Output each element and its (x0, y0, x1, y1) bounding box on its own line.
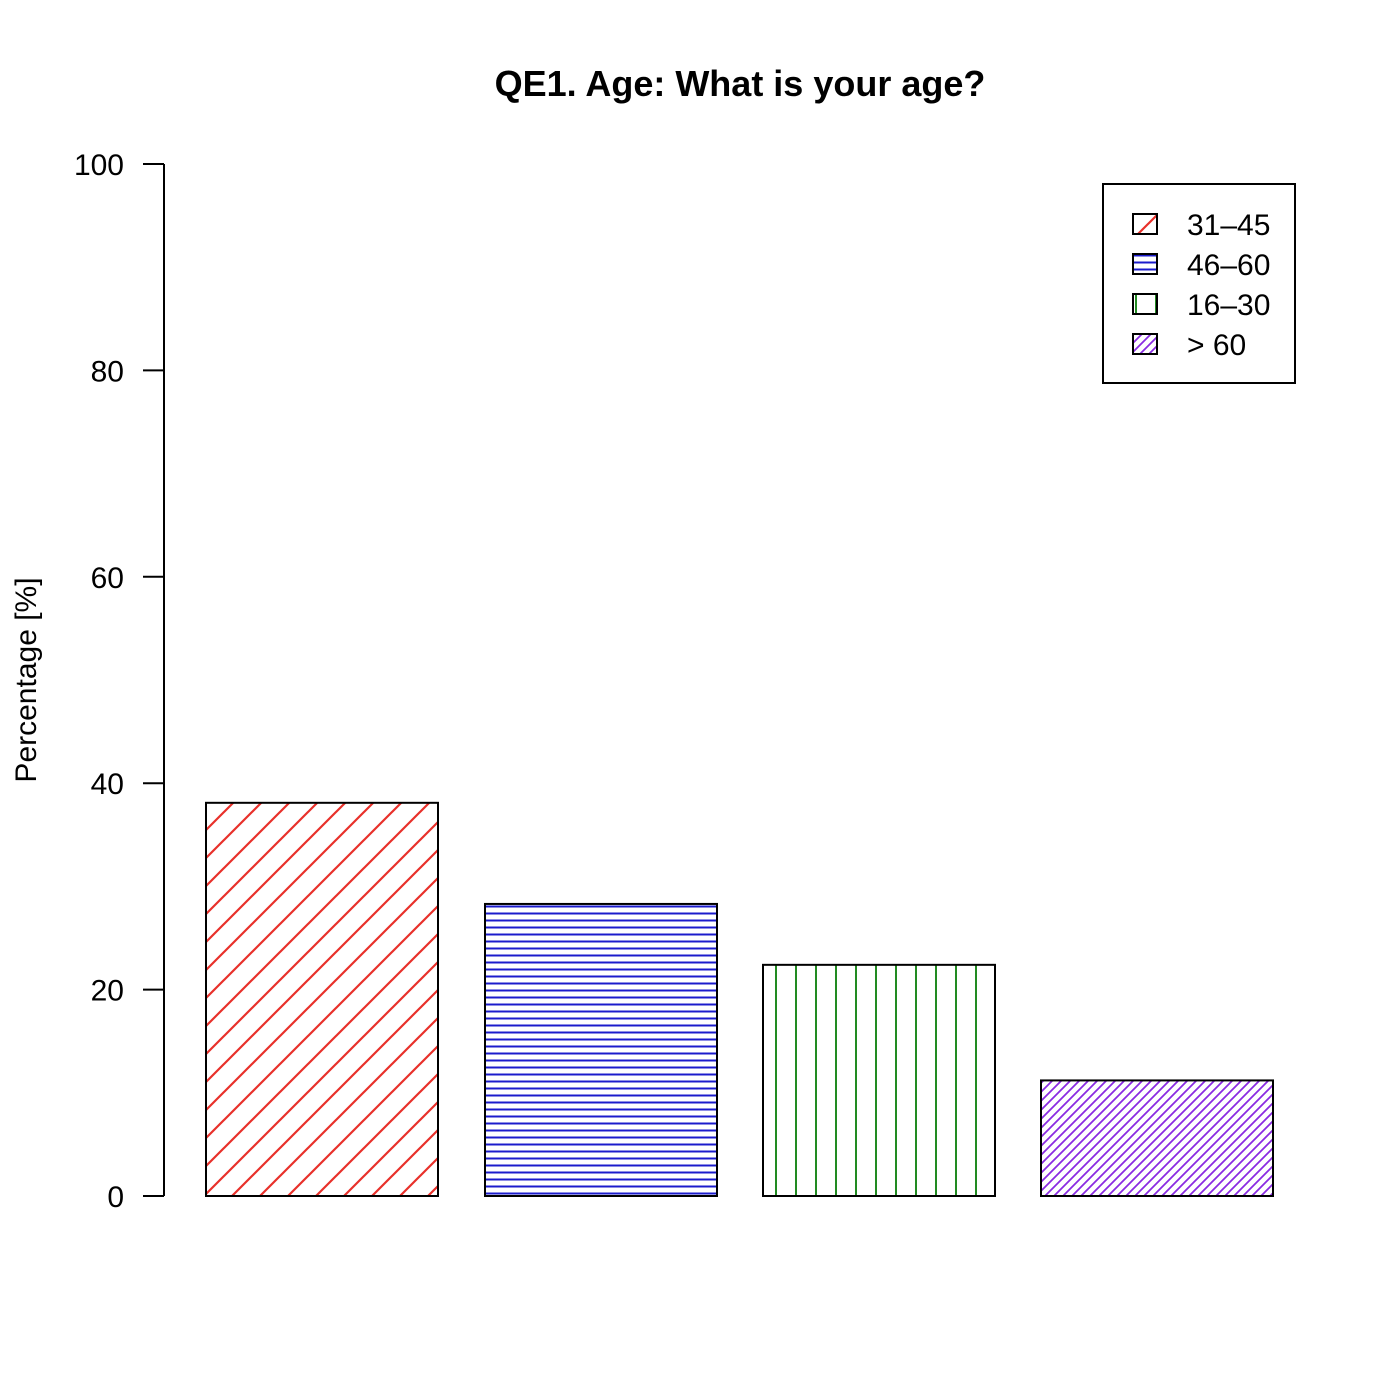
bar-4 (1040, 1079, 1274, 1198)
legend-label: 46–60 (1187, 249, 1270, 282)
y-tick-label: 100 (74, 149, 124, 182)
legend-swatch (1132, 213, 1158, 235)
legend-swatch (1132, 333, 1158, 355)
bar-2 (484, 902, 718, 1197)
y-tick-label: 40 (91, 768, 124, 801)
legend-label: > 60 (1187, 329, 1246, 362)
legend-swatch (1132, 293, 1158, 315)
y-axis: 0 20 40 60 80 100 (74, 149, 165, 1214)
y-tick-label: 60 (91, 562, 124, 595)
legend-swatch (1132, 253, 1158, 275)
bar-3 (762, 963, 996, 1197)
legend-label: 31–45 (1187, 209, 1270, 242)
bar-1 (205, 801, 439, 1197)
y-tick-label: 0 (107, 1181, 124, 1214)
bars (205, 801, 1274, 1198)
y-tick-label: 80 (91, 355, 124, 388)
y-axis-label: Percentage [%] (10, 577, 43, 782)
legend-label: 16–30 (1187, 289, 1270, 322)
chart-title: QE1. Age: What is your age? (495, 63, 986, 104)
y-tick-label: 20 (91, 975, 124, 1008)
legend: 31–45 46–60 16–30 > 60 (1102, 183, 1296, 384)
